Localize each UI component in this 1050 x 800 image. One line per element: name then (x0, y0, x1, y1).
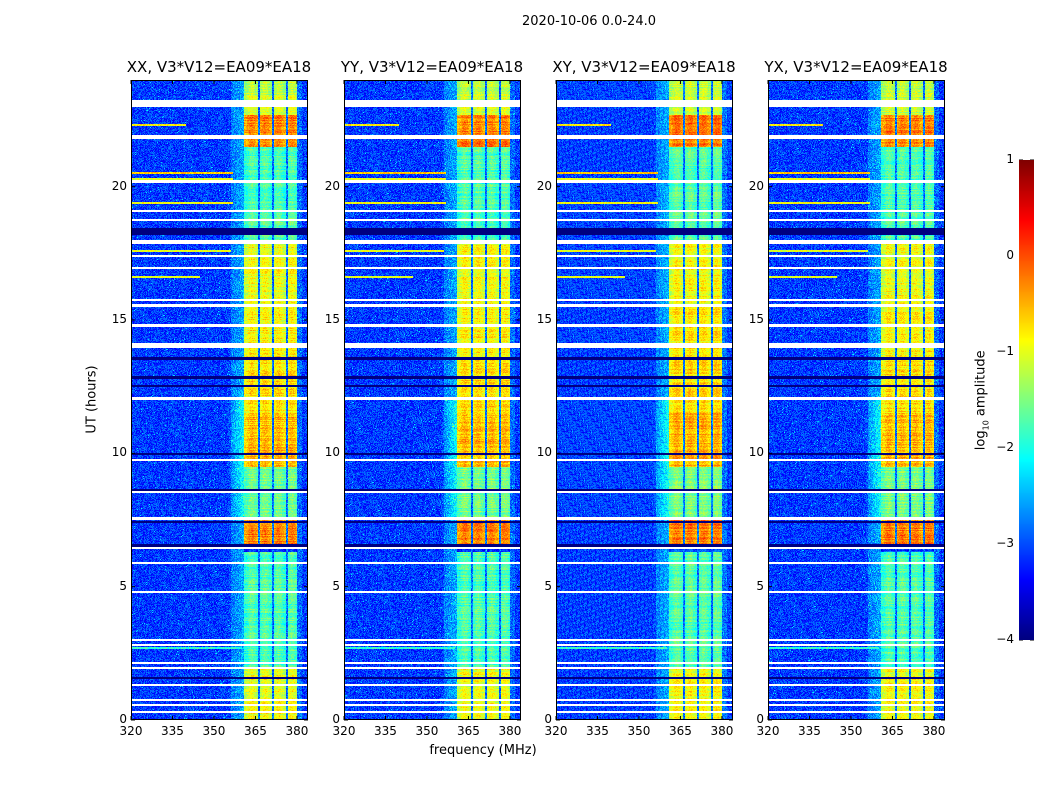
y-tick-label: 15 (748, 312, 764, 326)
x-tick-label: 365 (669, 724, 692, 738)
heatmap-1 (131, 80, 308, 720)
y-tick-label: 0 (544, 712, 552, 726)
x-tick-label: 335 (374, 724, 397, 738)
heatmap-3 (556, 80, 733, 720)
y-tick-label: 20 (536, 178, 552, 193)
x-tick-label: 365 (244, 724, 267, 738)
heatmap-2 (344, 80, 521, 720)
colorbar-label: log10 amplitude (974, 348, 991, 452)
x-tick-label: 320 (544, 724, 568, 738)
panel-title: YY, V3*V12=EA09*EA18 (340, 58, 524, 76)
panel-title: YX, V3*V12=EA09*EA18 (764, 58, 948, 76)
colorbar-tick-label: 0 (1006, 248, 1014, 262)
colorbar-tick-label: −3 (996, 536, 1014, 550)
y-tick-label: 20 (111, 178, 127, 193)
figure-title: 2020-10-06 0.0-24.0 (522, 14, 656, 29)
x-tick-label: 320 (332, 724, 356, 738)
y-tick-label: 0 (332, 712, 340, 726)
x-tick-label: 335 (798, 724, 821, 738)
x-axis-label: frequency (MHz) (429, 743, 537, 758)
heatmap-4 (768, 80, 945, 720)
panel-title: XX, V3*V12=EA09*EA18 (126, 58, 312, 76)
x-tick-label: 380 (285, 724, 309, 738)
y-tick-label: 5 (119, 578, 127, 593)
x-tick-label: 365 (457, 724, 480, 738)
y-tick-label: 0 (119, 712, 127, 726)
x-tick-label: 320 (756, 724, 780, 738)
x-tick-label: 350 (839, 724, 863, 738)
colorbar-tick-label: −4 (996, 632, 1014, 646)
colorbar-label-rest: amplitude (973, 350, 989, 421)
colorbar-tick-label: 1 (1006, 152, 1014, 166)
x-tick-label: 380 (710, 724, 734, 738)
colorbar-tick-label: −1 (996, 344, 1014, 358)
colorbar-label-sub: 10 (981, 420, 991, 431)
x-tick-label: 320 (119, 724, 143, 738)
y-tick-label: 15 (111, 312, 127, 326)
y-tick-label: 15 (536, 312, 552, 326)
y-tick-label: 20 (324, 178, 340, 193)
colorbar (1019, 160, 1034, 640)
y-tick-label: 5 (756, 578, 764, 593)
y-tick-label: 10 (748, 445, 764, 460)
x-tick-label: 350 (415, 724, 439, 738)
x-tick-label: 380 (922, 724, 946, 738)
y-tick-label: 15 (324, 312, 340, 326)
y-tick-label: 5 (332, 578, 340, 593)
y-tick-label: 5 (544, 578, 552, 593)
x-tick-label: 365 (881, 724, 904, 738)
x-tick-label: 380 (498, 724, 522, 738)
x-tick-label: 350 (627, 724, 651, 738)
panel-title: XY, V3*V12=EA09*EA18 (552, 58, 736, 76)
y-tick-label: 10 (324, 445, 340, 460)
y-tick-label: 10 (536, 445, 552, 460)
y-tick-label: 20 (748, 178, 764, 193)
y-tick-label: 10 (111, 445, 127, 460)
y-axis-label: UT (hours) (84, 365, 100, 434)
x-tick-label: 335 (161, 724, 184, 738)
x-tick-label: 335 (586, 724, 609, 738)
colorbar-tick-label: −2 (996, 440, 1014, 454)
y-tick-label: 0 (756, 712, 764, 726)
x-tick-label: 350 (202, 724, 226, 738)
